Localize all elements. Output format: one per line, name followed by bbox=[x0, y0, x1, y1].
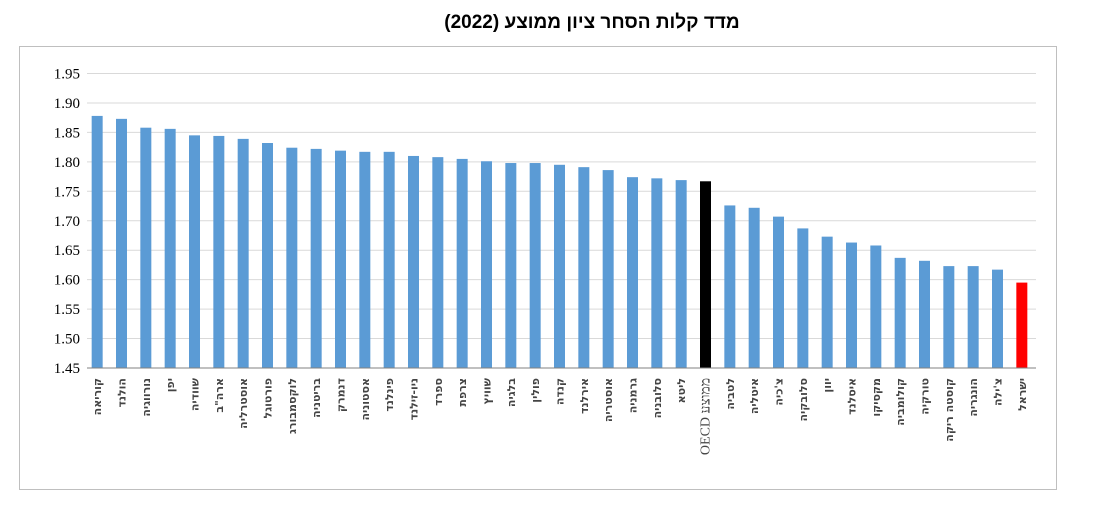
x-tick-label: סלובקיה bbox=[797, 378, 810, 422]
x-tick-label: פולין bbox=[529, 378, 542, 403]
bar bbox=[359, 151, 371, 368]
y-tick-label: 1.75 bbox=[54, 184, 80, 200]
bar bbox=[189, 135, 200, 368]
bar bbox=[602, 170, 614, 368]
bar bbox=[116, 118, 127, 368]
y-tick-label: 1.65 bbox=[54, 243, 80, 259]
x-tick-label: צרפת bbox=[456, 378, 469, 407]
bar bbox=[164, 128, 176, 368]
x-tick-label: איטליה bbox=[748, 378, 761, 414]
x-tick-label: אוסטריה bbox=[602, 378, 615, 422]
bar bbox=[456, 158, 468, 368]
bar bbox=[967, 266, 979, 368]
bar bbox=[554, 164, 565, 368]
bar bbox=[408, 155, 419, 368]
bar bbox=[237, 138, 249, 368]
y-tick-label: 1.50 bbox=[54, 332, 80, 348]
x-tick-label: ליטא bbox=[675, 378, 688, 403]
bar bbox=[1016, 282, 1028, 368]
x-tick-label: אוסטרליה bbox=[237, 378, 250, 429]
bar bbox=[675, 180, 687, 368]
x-tick-label: ספרד bbox=[432, 378, 445, 406]
bar bbox=[651, 178, 663, 368]
bar bbox=[432, 157, 444, 368]
y-tick-label: 1.55 bbox=[54, 302, 80, 318]
x-tick-label: קולומביה bbox=[894, 378, 907, 426]
x-tick-label: שוודיה bbox=[189, 377, 202, 411]
x-tick-label: OECD ממוצע bbox=[699, 378, 714, 455]
bar bbox=[91, 115, 103, 369]
x-tick-label: הולנד bbox=[116, 378, 129, 407]
y-tick-label: 1.70 bbox=[54, 214, 80, 230]
x-tick-label: נורווגיה bbox=[140, 378, 153, 417]
bar bbox=[140, 127, 152, 368]
x-tick-label: ישראל bbox=[1016, 378, 1029, 411]
x-tick-label: קוסטה ריקה bbox=[943, 378, 956, 442]
y-tick-label: 1.60 bbox=[54, 273, 80, 289]
bar bbox=[627, 177, 638, 368]
bar bbox=[821, 236, 833, 368]
x-tick-label: דנמרק bbox=[335, 378, 348, 412]
x-tick-label: יפן bbox=[164, 378, 177, 392]
bar bbox=[846, 242, 857, 368]
bar bbox=[310, 148, 322, 368]
bar bbox=[724, 205, 736, 368]
y-tick-label: 1.85 bbox=[54, 125, 80, 141]
bar bbox=[213, 135, 225, 368]
x-tick-label: צ'כיה bbox=[773, 378, 786, 406]
y-axis-ticks: 1.45 1.50 1.55 1.60 1.65 1.70 1.75 1.80 1.85 1.90… bbox=[54, 67, 80, 378]
category-labels: קוריאה הולנד נורווגיה יפן שוודיה ארה"ב אוסטרלי… bbox=[91, 377, 1029, 455]
x-tick-label: שוויץ bbox=[481, 377, 494, 404]
x-tick-label: לטביה bbox=[724, 378, 737, 410]
y-tick-label: 1.90 bbox=[54, 96, 80, 112]
x-tick-label: ניו-זילנד bbox=[408, 378, 421, 420]
bar bbox=[919, 260, 930, 368]
x-tick-label: צ'ילה bbox=[992, 378, 1005, 406]
x-tick-label: יוון bbox=[821, 378, 834, 393]
x-tick-label: הונגריה bbox=[967, 378, 980, 417]
x-tick-label: איסלנד bbox=[846, 378, 859, 415]
x-tick-label: מקסיקו bbox=[870, 378, 883, 417]
bar bbox=[748, 207, 760, 368]
chart-frame bbox=[19, 46, 1057, 490]
x-tick-label: אירלנד bbox=[578, 378, 591, 414]
y-tick-label: 1.95 bbox=[54, 67, 80, 83]
bar bbox=[505, 163, 517, 368]
chart-title: מדד קלות הסחר ציון ממוצע (2022) bbox=[444, 12, 740, 33]
bar bbox=[481, 161, 492, 368]
bar bbox=[894, 257, 906, 368]
x-tick-label: פינלנד bbox=[383, 378, 396, 412]
x-tick-label: קנדה bbox=[554, 378, 567, 405]
x-tick-label: פורטוגל bbox=[262, 378, 275, 418]
x-tick-label: בלגיה bbox=[505, 378, 518, 407]
y-tick-label: 1.80 bbox=[54, 155, 80, 171]
y-tick-label: 1.45 bbox=[54, 361, 80, 377]
bar bbox=[797, 228, 809, 368]
bar bbox=[578, 167, 590, 368]
bar bbox=[943, 266, 955, 368]
bar bbox=[700, 181, 711, 368]
bar bbox=[286, 147, 298, 368]
x-tick-label: סלובניה bbox=[651, 378, 664, 418]
bar bbox=[383, 151, 395, 368]
bar bbox=[529, 163, 541, 368]
x-tick-label: טורקיה bbox=[919, 378, 932, 415]
bar bbox=[262, 143, 273, 368]
bar bbox=[992, 269, 1003, 368]
bar bbox=[335, 150, 346, 368]
x-tick-label: לוקסמבורג bbox=[286, 378, 299, 434]
bars bbox=[91, 115, 1028, 369]
bar bbox=[870, 245, 882, 368]
x-tick-label: אסטוניה bbox=[359, 378, 372, 421]
x-tick-label: בריטניה bbox=[310, 378, 323, 418]
x-tick-label: גרמניה bbox=[627, 378, 640, 413]
x-tick-label: קוריאה bbox=[91, 378, 104, 415]
bar bbox=[773, 216, 784, 368]
x-tick-label: ארה"ב bbox=[213, 378, 226, 413]
